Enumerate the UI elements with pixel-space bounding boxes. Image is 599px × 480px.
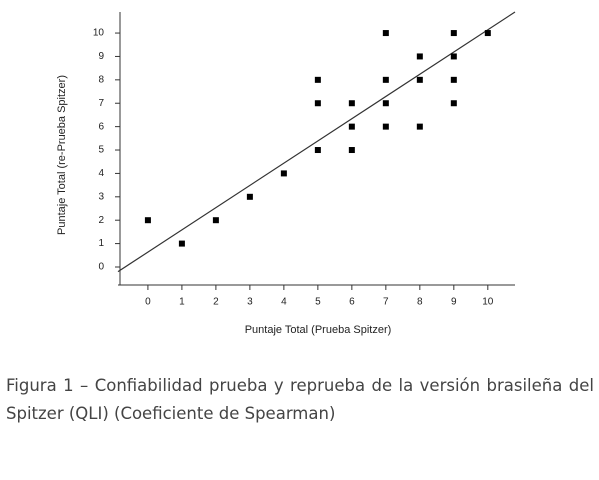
point [314,147,321,154]
x-tick-label: 4 [281,297,287,308]
point [212,217,219,224]
point [450,76,457,83]
point [314,100,321,107]
y-axis-label: Puntaje Total (re-Prueba Spitzer) [56,75,68,235]
x-tick-label: 2 [213,297,219,308]
x-tick-label: 7 [383,297,389,308]
chart: Puntaje Total (Prueba Spitzer) Puntaje T… [56,11,516,336]
x-tick-label: 10 [482,297,494,308]
point [280,170,287,177]
y-tick-label: 1 [98,238,104,249]
point [450,30,457,37]
point [246,193,253,200]
x-axis-label: Puntaje Total (Prueba Spitzer) [245,324,392,336]
fit-line [117,11,516,273]
y-tick-label: 0 [98,262,104,273]
y-tick-label: 2 [98,215,104,226]
point [314,76,321,83]
x-tick-label: 6 [349,297,355,308]
y-tick-label: 3 [98,191,104,202]
point [144,217,151,224]
point [348,147,355,154]
y-tick-label: 4 [98,168,104,179]
x-tick-label: 8 [417,297,423,308]
x-tick-label: 3 [247,297,253,308]
x-tick-label: 1 [179,297,185,308]
x-tick-label: 0 [145,297,151,308]
point [382,76,389,83]
y-tick-label: 7 [98,98,104,109]
x-tick-label: 5 [315,297,321,308]
point [382,123,389,130]
caption: Figura 1 – Confiabilidad prueba y reprue… [6,376,594,423]
point [450,100,457,107]
point [416,53,423,60]
point [348,100,355,107]
point [382,100,389,107]
y-tick-label: 6 [98,121,104,132]
point [450,53,457,60]
y-tick-label: 10 [93,28,105,39]
point [484,30,491,37]
y-tick-label: 9 [98,51,104,62]
point [178,240,185,247]
point [416,76,423,83]
x-tick-label: 9 [451,297,457,308]
y-tick-label: 5 [98,145,104,156]
point [348,123,355,130]
point [382,30,389,37]
y-tick-label: 8 [98,74,104,85]
point [416,123,423,130]
